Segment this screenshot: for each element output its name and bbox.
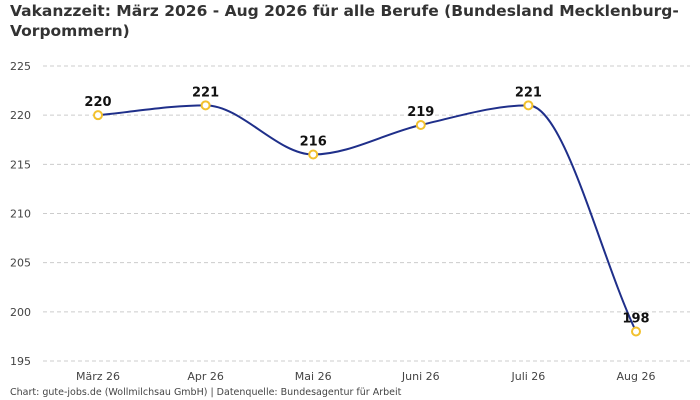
series-line	[97, 104, 637, 332]
y-tick-label: 215	[10, 158, 31, 171]
x-tick-label: Mai 26	[295, 370, 332, 383]
chart-footer-source: Chart: gute-jobs.de (Wollmilchsau GmbH) …	[10, 387, 402, 398]
x-tick-label: Juli 26	[510, 370, 545, 383]
data-label: 216	[300, 135, 327, 150]
data-point	[93, 110, 103, 121]
data-label: 220	[84, 95, 111, 110]
data-point	[415, 120, 426, 130]
data-point	[200, 100, 211, 111]
data-point	[523, 100, 534, 111]
data-point	[308, 149, 319, 160]
data-label: 219	[407, 105, 434, 120]
y-tick-label: 225	[10, 60, 31, 73]
y-tick-label: 205	[10, 257, 31, 270]
x-tick-label: März 26	[76, 370, 120, 383]
data-label: 198	[622, 312, 649, 327]
x-tick-label: Apr 26	[187, 370, 224, 383]
x-tick-label: Aug 26	[617, 370, 656, 383]
x-tick-label: Juni 26	[401, 370, 440, 383]
y-tick-label: 200	[10, 306, 31, 319]
data-label: 221	[192, 85, 219, 100]
y-tick-label: 195	[10, 355, 31, 368]
y-tick-label: 210	[10, 208, 31, 221]
y-tick-label: 220	[10, 109, 31, 122]
data-point	[631, 326, 641, 337]
data-label: 221	[515, 85, 542, 100]
chart-title: Vakanzzeit: März 2026 - Aug 2026 für all…	[10, 2, 679, 40]
